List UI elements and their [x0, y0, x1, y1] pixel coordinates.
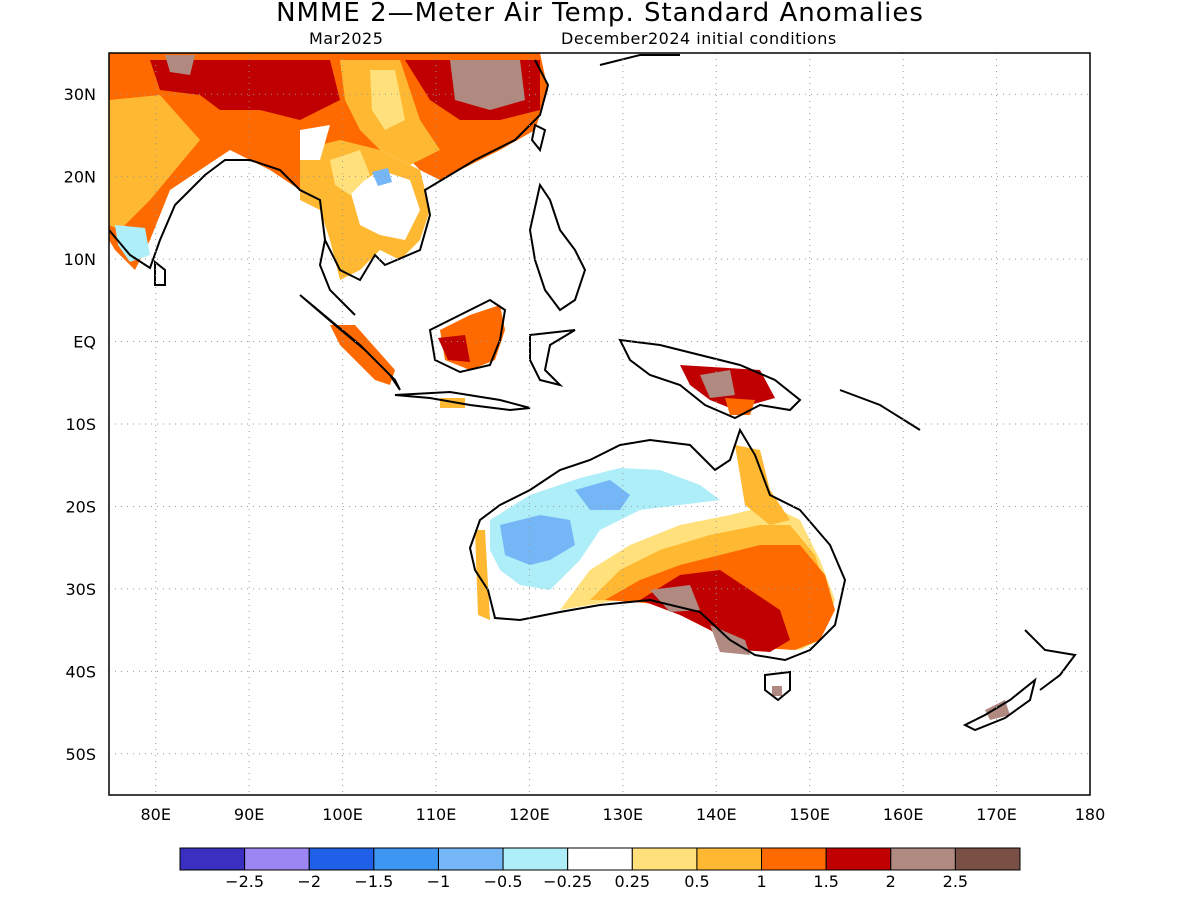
colorbar-label: −2.5 [225, 872, 264, 891]
grid-lines [109, 53, 1090, 795]
australia-west-orange [475, 530, 490, 620]
longitude-labels: 80E 90E 100E 110E 120E 130E 140E 150E 160E 170E 18… [140, 805, 1105, 824]
coast-japan [599, 54, 680, 66]
lat-tick-label: 20S [65, 497, 96, 516]
anomaly-field [109, 53, 1010, 720]
lon-tick-label: 150E [789, 805, 830, 824]
coastlines [109, 54, 1077, 732]
lat-tick-label: EQ [73, 333, 96, 352]
colorbar-swatch [437, 847, 504, 871]
lon-tick-label: 160E [883, 805, 924, 824]
colorbar-label: 2 [886, 872, 896, 891]
himalaya-red [150, 60, 340, 120]
colorbar-labels: −2.5 −2 −1.5 −1 −0.5 −0.25 0.25 0.5 1 1.5 2 2.5 [225, 872, 968, 891]
coast-asia [109, 59, 550, 282]
lon-tick-label: 130E [603, 805, 644, 824]
australia-blue [500, 515, 575, 565]
coast-sri-lanka [154, 259, 166, 286]
lat-tick-label: 50S [65, 745, 96, 764]
coast-new-zealand-south [962, 677, 1037, 732]
coast-malaya [318, 239, 356, 316]
lon-tick-label: 100E [322, 805, 363, 824]
lon-tick-label: 140E [696, 805, 737, 824]
lat-tick-label: 20N [64, 168, 96, 187]
colorbar-swatch [825, 847, 892, 871]
lat-tick-label: 10N [64, 250, 96, 269]
lat-tick-label: 40S [65, 662, 96, 681]
map-title: NMME 2—Meter Air Temp. Standard Anomalie… [276, 0, 924, 28]
colorbar-swatch [696, 847, 763, 871]
lon-tick-label: 180 [1075, 805, 1106, 824]
colorbar-swatch [761, 847, 827, 871]
asia-orange-light [109, 95, 200, 230]
colorbar-label: −0.25 [543, 872, 592, 891]
colorbar-swatch [954, 847, 1021, 871]
coast-sumatra [299, 294, 401, 391]
colorbar-swatch [179, 847, 246, 871]
colorbar-swatch [308, 847, 375, 871]
colorbar-swatch [567, 847, 633, 871]
lon-tick-label: 80E [140, 805, 170, 824]
new-guinea-brown [700, 370, 735, 398]
borneo-red [438, 335, 470, 362]
indochina-white [350, 170, 420, 240]
coast-taiwan [530, 123, 547, 153]
new-zealand-brown [985, 700, 1010, 720]
coast-sulawesi [529, 329, 576, 387]
colorbar [179, 847, 1021, 871]
colorbar-swatch [631, 847, 698, 871]
colorbar-label: −2 [297, 872, 321, 891]
colorbar-label: 0.25 [614, 872, 650, 891]
sumatra-anomaly [330, 325, 395, 385]
lon-tick-label: 120E [509, 805, 550, 824]
coast-java [394, 390, 531, 412]
australia-east-orange [735, 445, 790, 525]
colorbar-label: 0.5 [684, 872, 709, 891]
indochina-yellow [330, 150, 370, 195]
colorbar-swatch [502, 847, 569, 871]
coast-tasmania [764, 670, 791, 702]
colorbar-label: −1.5 [354, 872, 393, 891]
colorbar-swatch [890, 847, 956, 871]
lat-tick-label: 10S [65, 415, 96, 434]
australia-blue-2 [575, 480, 630, 510]
colorbar-swatch [244, 847, 310, 871]
coast-new-guinea [618, 338, 802, 420]
coast-new-zealand-north [1024, 629, 1077, 691]
lon-tick-label: 90E [234, 805, 264, 824]
tibet-brown [165, 55, 195, 75]
lon-tick-label: 170E [976, 805, 1017, 824]
coast-solomons [839, 389, 921, 431]
latitude-labels: 30N 20N 10N EQ 10S 20S 30S 40S 50S [64, 85, 96, 764]
lon-tick-label: 110E [416, 805, 457, 824]
colorbar-label: 1 [756, 872, 766, 891]
laos-blue [372, 168, 392, 186]
india-blue [115, 225, 150, 262]
initial-conditions: December2024 initial conditions [561, 29, 837, 48]
coast-borneo [428, 298, 507, 374]
asia-yellow-patch-2 [370, 70, 405, 130]
lat-tick-label: 30S [65, 580, 96, 599]
colorbar-label: 2.5 [943, 872, 968, 891]
tasmania-brown [772, 686, 782, 696]
myanmar-white [300, 125, 330, 160]
forecast-month: Mar2025 [309, 29, 384, 48]
lat-tick-label: 30N [64, 85, 96, 104]
australia-brown [650, 585, 700, 612]
coast-philippines [528, 182, 587, 312]
new-guinea-orange [725, 398, 755, 415]
colorbar-swatch [373, 847, 439, 871]
colorbar-label: −0.5 [484, 872, 523, 891]
colorbar-label: −1 [427, 872, 451, 891]
plot-frame [108, 52, 1091, 796]
coast-australia [468, 427, 847, 662]
colorbar-label: 1.5 [813, 872, 838, 891]
china-brown [450, 60, 525, 110]
